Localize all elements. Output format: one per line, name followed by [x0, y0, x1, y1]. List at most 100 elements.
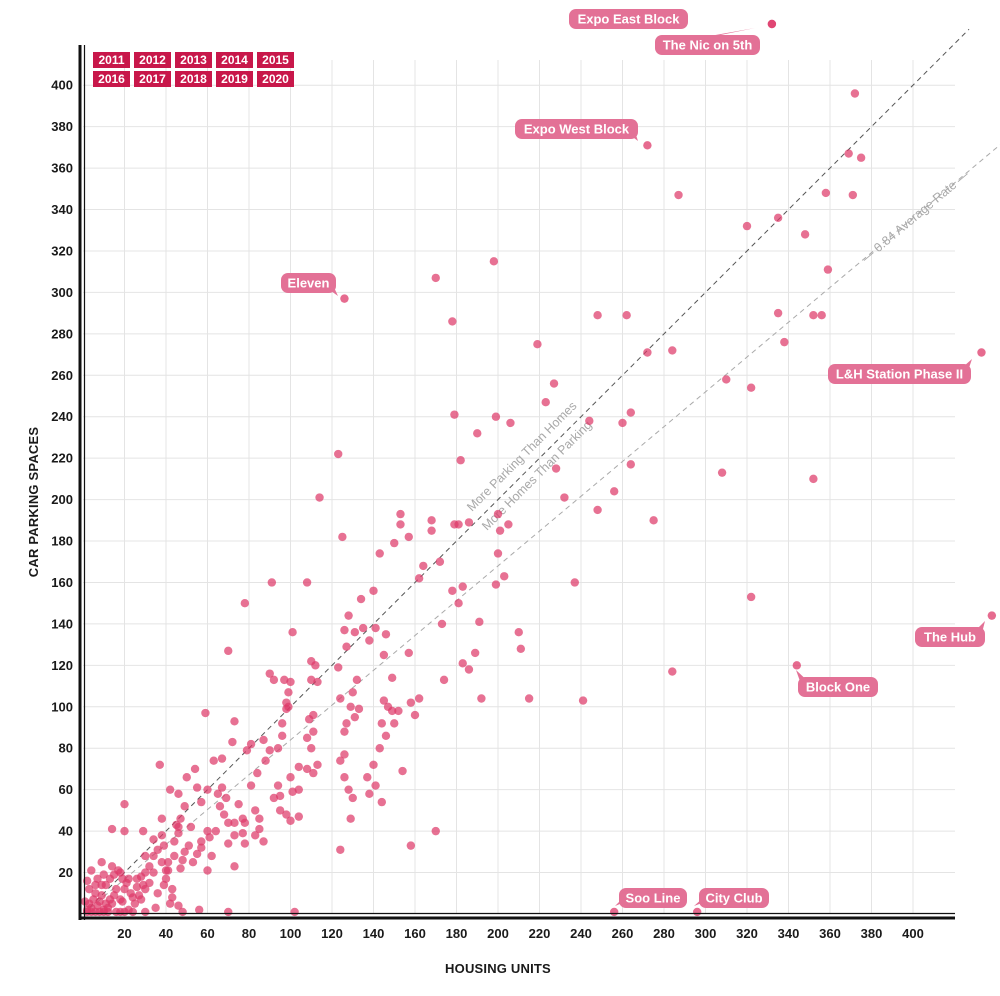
- data-point: [302, 733, 312, 743]
- data-point: [649, 516, 658, 525]
- y-axis-ticks: 20 40 60 80 100 120 140 160 180 200 220 240 260 280 30…: [51, 78, 73, 880]
- data-point: [224, 818, 233, 828]
- year-button-2020[interactable]: 2020: [257, 71, 294, 87]
- data-point: [151, 903, 160, 912]
- data-point: [186, 822, 196, 832]
- data-point: [340, 727, 349, 736]
- data-point: [182, 773, 191, 782]
- data-point: [213, 789, 223, 799]
- data-point: [379, 650, 389, 660]
- data-point: [116, 895, 125, 904]
- data-point: [470, 648, 480, 658]
- data-point: [356, 594, 366, 604]
- labeled-data-point: [767, 19, 777, 29]
- data-point: [149, 835, 158, 844]
- axes: [78, 45, 955, 920]
- year-button-2017[interactable]: 2017: [134, 71, 171, 87]
- data-point: [541, 398, 550, 407]
- data-point: [288, 787, 297, 796]
- data-point: [431, 826, 440, 836]
- data-point: [114, 866, 123, 875]
- data-point: [823, 265, 833, 274]
- data-point: [610, 487, 619, 496]
- year-button-2016[interactable]: 2016: [93, 71, 130, 87]
- callout: Eleven: [281, 273, 338, 296]
- year-button-2014[interactable]: 2014: [216, 52, 253, 68]
- data-point: [427, 526, 436, 535]
- callout-box: [281, 273, 336, 293]
- year-filter: 2011 2012 2013 2014 2015 2016 2017 2018 …: [93, 52, 303, 87]
- callout: Expo West Block: [515, 119, 638, 141]
- y-tick-label: 40: [59, 824, 73, 839]
- data-point: [533, 340, 542, 349]
- data-point: [294, 762, 303, 772]
- data-point: [350, 712, 360, 722]
- data-point: [265, 746, 274, 755]
- callout: L&H Station Phase II: [828, 359, 972, 384]
- data-point: [255, 814, 264, 823]
- data-point: [593, 310, 602, 320]
- data-point: [346, 814, 355, 823]
- data-point: [141, 907, 150, 917]
- data-point: [722, 375, 731, 384]
- data-point: [240, 599, 250, 608]
- y-tick-label: 300: [51, 285, 73, 300]
- data-point: [304, 715, 314, 724]
- data-point: [493, 509, 503, 519]
- x-tick-label: 360: [819, 926, 841, 941]
- x-tick-label: 140: [363, 926, 385, 941]
- data-point: [159, 841, 169, 850]
- year-button-2018[interactable]: 2018: [175, 71, 212, 87]
- data-point: [551, 464, 561, 473]
- y-tick-label: 320: [51, 243, 73, 258]
- data-point: [224, 907, 233, 917]
- data-point: [593, 505, 602, 515]
- data-point: [132, 874, 142, 883]
- data-point: [163, 858, 173, 867]
- x-tick-label: 220: [529, 926, 551, 941]
- data-point: [120, 907, 129, 917]
- y-tick-label: 160: [51, 575, 73, 590]
- data-point: [190, 764, 200, 774]
- data-point: [800, 230, 810, 239]
- data-point: [844, 149, 853, 158]
- data-point: [126, 889, 135, 898]
- data-point: [107, 862, 117, 871]
- point-callouts: Expo East Block The Nic on 5th Expo West B…: [281, 9, 985, 908]
- year-button-2019[interactable]: 2019: [216, 71, 253, 87]
- data-point: [500, 572, 509, 581]
- data-point: [174, 828, 183, 838]
- year-button-2013[interactable]: 2013: [175, 52, 212, 68]
- data-point: [124, 874, 133, 883]
- data-point: [240, 839, 250, 848]
- year-button-2012[interactable]: 2012: [134, 52, 171, 68]
- data-point: [273, 744, 283, 753]
- data-point: [176, 814, 185, 823]
- data-point: [344, 785, 353, 794]
- data-point: [856, 153, 866, 162]
- data-point: [475, 617, 484, 627]
- data-point: [211, 826, 220, 836]
- callout-box: [915, 627, 985, 647]
- data-point: [120, 884, 129, 894]
- x-tick-label: 260: [612, 926, 634, 941]
- data-point: [626, 408, 635, 417]
- data-point: [255, 824, 264, 834]
- data-point: [387, 673, 397, 682]
- year-button-2011[interactable]: 2011: [93, 52, 130, 68]
- data-point: [178, 907, 187, 917]
- data-point: [176, 864, 185, 873]
- data-point: [105, 874, 115, 883]
- y-tick-label: 120: [51, 658, 73, 673]
- data-point: [406, 841, 416, 850]
- data-point: [390, 719, 399, 728]
- x-tick-label: 240: [570, 926, 592, 941]
- x-tick-label: 160: [404, 926, 426, 941]
- data-point: [340, 750, 349, 759]
- data-point: [284, 688, 293, 697]
- labeled-data-point: [340, 294, 349, 303]
- data-point: [107, 824, 117, 834]
- year-button-2015[interactable]: 2015: [257, 52, 294, 68]
- y-tick-label: 180: [51, 534, 73, 549]
